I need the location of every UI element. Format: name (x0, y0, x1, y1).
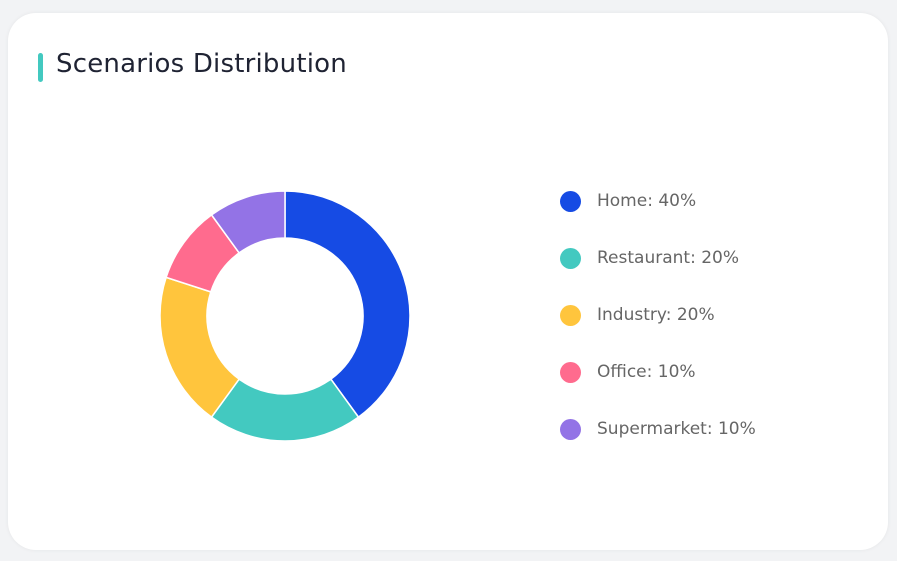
legend-item-supermarket[interactable]: Supermarket: 10% (560, 415, 756, 443)
donut-slice-industry[interactable] (159, 276, 241, 419)
legend-label: Home: 40% (597, 191, 697, 211)
title-accent-bar (38, 53, 43, 82)
legend-label: Industry: 20% (597, 305, 715, 325)
legend-dot (560, 361, 581, 383)
legend-dot (560, 418, 581, 440)
legend-item-industry[interactable]: Industry: 20% (560, 301, 756, 329)
donut-slice-supermarket[interactable] (210, 190, 286, 254)
legend-item-office[interactable]: Office: 10% (560, 358, 756, 386)
legend-dot (560, 190, 581, 212)
legend-item-restaurant[interactable]: Restaurant: 20% (560, 244, 756, 272)
legend-label: Supermarket: 10% (597, 419, 756, 439)
legend-label: Office: 10% (597, 362, 696, 382)
legend-item-home[interactable]: Home: 40% (560, 187, 756, 215)
legend-label: Restaurant: 20% (597, 248, 739, 268)
legend-dot (560, 304, 581, 326)
donut-slice-home[interactable] (284, 190, 411, 419)
legend: Home: 40% Restaurant: 20% Industry: 20% … (560, 187, 756, 472)
donut-slice-restaurant[interactable] (210, 378, 360, 442)
legend-dot (560, 247, 581, 269)
chart-card: Scenarios Distribution (8, 13, 888, 550)
chart-title: Scenarios Distribution (56, 49, 347, 79)
